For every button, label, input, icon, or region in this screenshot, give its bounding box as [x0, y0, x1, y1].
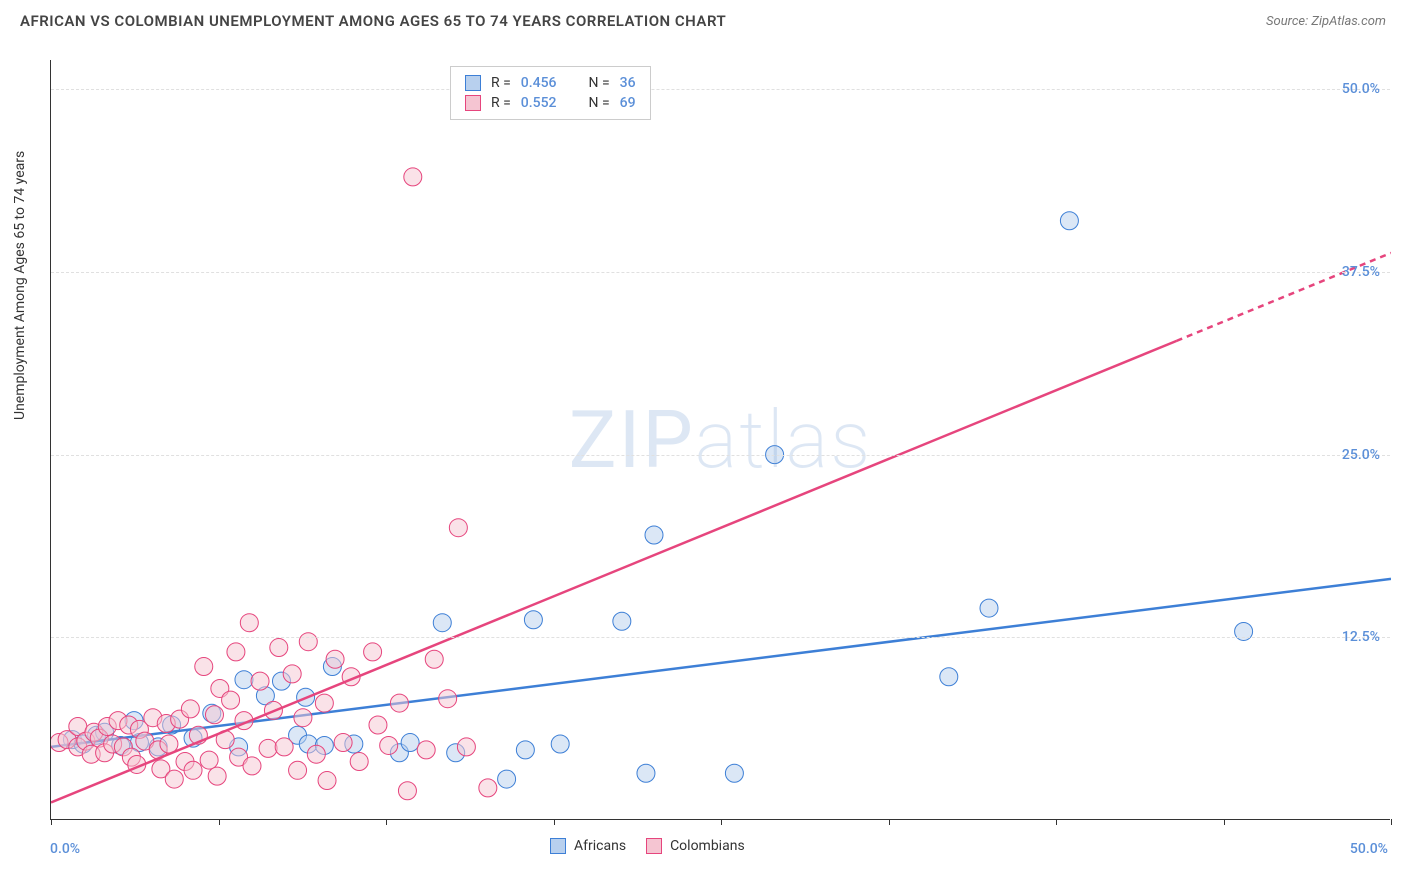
scatter-point — [208, 767, 226, 785]
r-label: R = — [491, 75, 511, 91]
scatter-point — [364, 643, 382, 661]
legend-item: Africans — [550, 838, 626, 854]
scatter-point — [479, 779, 497, 797]
scatter-point — [184, 761, 202, 779]
scatter-point — [940, 668, 958, 686]
scatter-point — [380, 736, 398, 754]
scatter-point — [524, 611, 542, 629]
scatter-point — [551, 735, 569, 753]
n-value: 69 — [620, 95, 636, 111]
y-tick-label: 37.5% — [1342, 264, 1380, 280]
legend-item: Colombians — [646, 838, 745, 854]
scatter-point — [222, 691, 240, 709]
scatter-point — [315, 694, 333, 712]
scatter-point — [401, 734, 419, 752]
scatter-point — [283, 665, 301, 683]
y-tick-label: 25.0% — [1342, 447, 1380, 463]
scatter-point — [1060, 212, 1078, 230]
n-value: 36 — [620, 75, 636, 91]
series-swatch — [465, 75, 481, 91]
scatter-point — [645, 526, 663, 544]
x-axis-max-label: 50.0% — [1350, 841, 1388, 857]
legend-label: Africans — [574, 838, 626, 854]
scatter-point — [449, 519, 467, 537]
scatter-point — [637, 764, 655, 782]
scatter-point — [425, 650, 443, 668]
scatter-point — [235, 671, 253, 689]
n-label: N = — [589, 95, 610, 111]
chart-area: ZIPatlas 12.5%25.0%37.5%50.0% — [50, 60, 1390, 820]
scatter-point — [195, 658, 213, 676]
x-tick — [554, 819, 555, 825]
scatter-point — [227, 643, 245, 661]
scatter-point — [165, 770, 183, 788]
scatter-point — [390, 694, 408, 712]
scatter-point — [404, 168, 422, 186]
scatter-point — [350, 753, 368, 771]
series-legend: Africans Colombians — [550, 838, 745, 854]
scatter-plot — [51, 60, 1391, 820]
r-value: 0.456 — [521, 75, 557, 91]
scatter-point — [433, 614, 451, 632]
scatter-point — [307, 745, 325, 763]
stats-row: R = 0.456 N = 36 — [465, 73, 636, 93]
x-tick — [889, 819, 890, 825]
stats-legend: R = 0.456 N = 36 R = 0.552 N = 69 — [450, 66, 651, 120]
scatter-point — [439, 690, 457, 708]
y-axis-label: Unemployment Among Ages 65 to 74 years — [12, 151, 28, 420]
scatter-point — [205, 706, 223, 724]
scatter-point — [294, 709, 312, 727]
series-swatch — [465, 95, 481, 111]
scatter-point — [613, 612, 631, 630]
scatter-point — [259, 739, 277, 757]
r-value: 0.552 — [521, 95, 557, 111]
scatter-point — [369, 716, 387, 734]
legend-label: Colombians — [670, 838, 745, 854]
y-tick-label: 50.0% — [1342, 81, 1380, 97]
x-axis-min-label: 0.0% — [50, 841, 80, 857]
y-tick-label: 12.5% — [1342, 629, 1380, 645]
scatter-point — [270, 639, 288, 657]
grid-line — [51, 455, 1390, 456]
x-tick — [219, 819, 220, 825]
x-tick — [51, 819, 52, 825]
scatter-point — [240, 614, 258, 632]
scatter-point — [334, 734, 352, 752]
scatter-point — [725, 764, 743, 782]
trend-line — [51, 341, 1177, 803]
x-tick — [1056, 819, 1057, 825]
scatter-point — [251, 672, 269, 690]
grid-line — [51, 637, 1390, 638]
scatter-point — [299, 633, 317, 651]
series-swatch — [550, 838, 566, 854]
scatter-point — [318, 772, 336, 790]
scatter-point — [289, 761, 307, 779]
x-tick — [721, 819, 722, 825]
scatter-point — [326, 650, 344, 668]
scatter-point — [417, 741, 435, 759]
r-label: R = — [491, 95, 511, 111]
scatter-point — [398, 782, 416, 800]
scatter-point — [516, 741, 534, 759]
scatter-point — [980, 599, 998, 617]
page-title: AFRICAN VS COLOMBIAN UNEMPLOYMENT AMONG … — [20, 12, 726, 30]
scatter-point — [457, 738, 475, 756]
grid-line — [51, 89, 1390, 90]
source-label: Source: ZipAtlas.com — [1266, 14, 1386, 29]
x-tick — [1391, 819, 1392, 825]
scatter-point — [275, 738, 293, 756]
scatter-point — [498, 770, 516, 788]
scatter-point — [243, 757, 261, 775]
x-tick — [386, 819, 387, 825]
scatter-point — [200, 751, 218, 769]
series-swatch — [646, 838, 662, 854]
scatter-point — [181, 700, 199, 718]
n-label: N = — [589, 75, 610, 91]
x-tick — [1224, 819, 1225, 825]
grid-line — [51, 272, 1390, 273]
stats-row: R = 0.552 N = 69 — [465, 93, 636, 113]
